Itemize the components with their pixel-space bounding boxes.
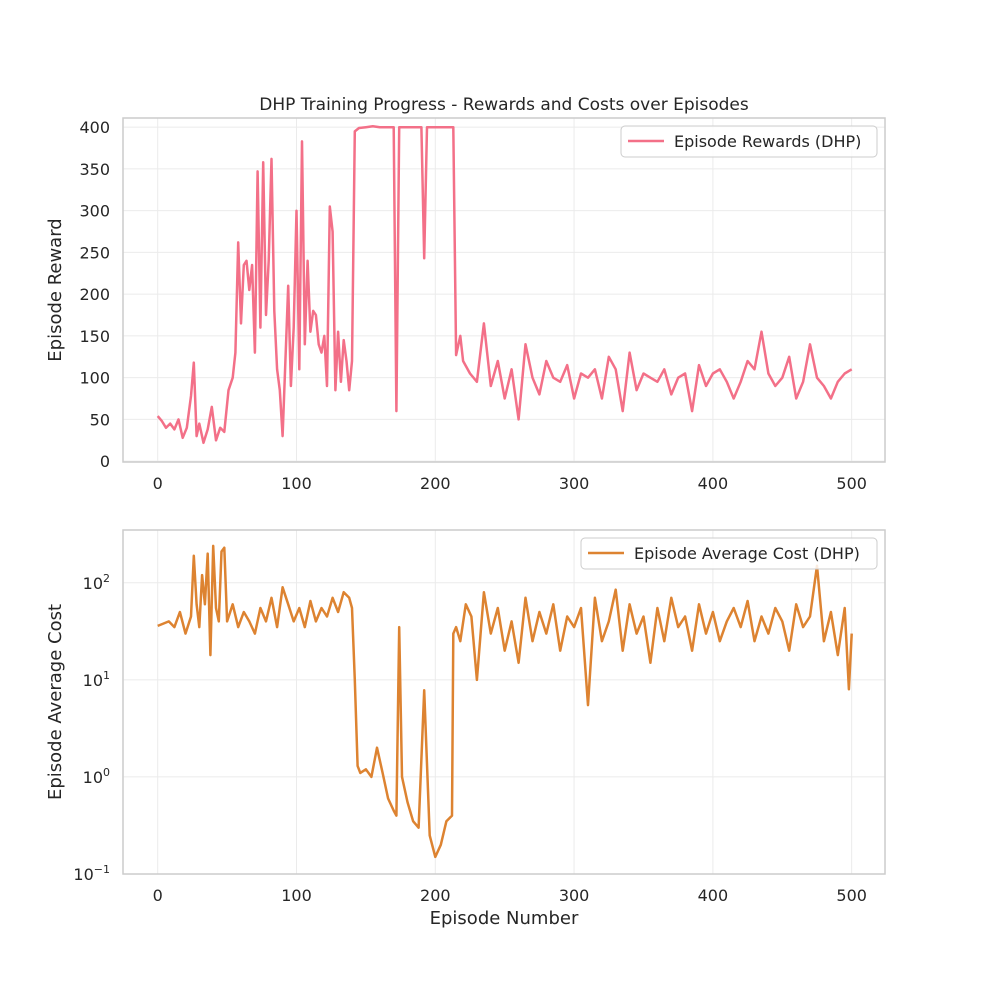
- cost-grid: [123, 530, 885, 875]
- y-tick-label: 100: [79, 369, 110, 388]
- y-tick-label: 400: [79, 118, 110, 137]
- y-tick-label: 0: [100, 452, 110, 471]
- rewards-plot-frame: [122, 117, 886, 463]
- legend-box: [580, 537, 878, 570]
- rewards-grid: [123, 118, 885, 462]
- cost-chart: 0 100 200 300 400 500 10−1 100 101 102 Episode N…: [45, 529, 886, 929]
- cost-y-axis-label: Episode Average Cost: [45, 604, 66, 800]
- x-tick-label: 0: [153, 886, 163, 905]
- legend-label-cost: Episode Average Cost (DHP): [634, 544, 860, 563]
- y-tick-label: 102: [83, 572, 110, 593]
- cost-series: [157, 544, 853, 859]
- x-tick-label: 300: [559, 474, 590, 493]
- x-tick-label: 100: [281, 886, 312, 905]
- x-tick-label: 500: [836, 886, 867, 905]
- cost-y-ticks: 10−1 100 101 102: [73, 572, 110, 884]
- series-line-0: [156, 125, 853, 445]
- rewards-legend: Episode Rewards (DHP): [620, 125, 878, 158]
- y-tick-label: 250: [79, 243, 110, 262]
- rewards-y-ticks: 0 50 100 150 200 250 300 350 400: [79, 118, 110, 471]
- chart-title: DHP Training Progress - Rewards and Cost…: [259, 95, 749, 115]
- series-line-0: [157, 544, 853, 859]
- y-tick-label: 200: [79, 285, 110, 304]
- y-tick-label: 101: [83, 669, 110, 690]
- rewards-x-ticks: 0 100 200 300 400 500: [153, 474, 867, 493]
- x-tick-label: 400: [698, 474, 729, 493]
- cost-plot-frame: [122, 529, 886, 875]
- x-tick-label: 400: [698, 886, 729, 905]
- x-tick-label: 300: [559, 886, 590, 905]
- rewards-y-axis-label: Episode Reward: [45, 218, 66, 361]
- x-tick-label: 500: [836, 474, 867, 493]
- cost-x-ticks: 0 100 200 300 400 500: [153, 886, 867, 905]
- rewards-series: [156, 125, 853, 445]
- cost-x-axis-label: Episode Number: [430, 908, 579, 929]
- y-tick-label: 100: [83, 766, 110, 787]
- x-tick-label: 100: [281, 474, 312, 493]
- y-tick-label: 350: [79, 160, 110, 179]
- y-tick-label: 10−1: [73, 863, 110, 884]
- x-tick-label: 0: [153, 474, 163, 493]
- y-tick-label: 300: [79, 202, 110, 221]
- legend-label-rewards: Episode Rewards (DHP): [674, 132, 861, 151]
- y-tick-label: 150: [79, 327, 110, 346]
- x-tick-label: 200: [420, 474, 451, 493]
- legend-box: [620, 125, 878, 158]
- cost-legend: Episode Average Cost (DHP): [580, 537, 878, 570]
- y-tick-label: 50: [90, 410, 110, 429]
- x-tick-label: 200: [420, 886, 451, 905]
- rewards-chart: DHP Training Progress - Rewards and Cost…: [45, 95, 886, 493]
